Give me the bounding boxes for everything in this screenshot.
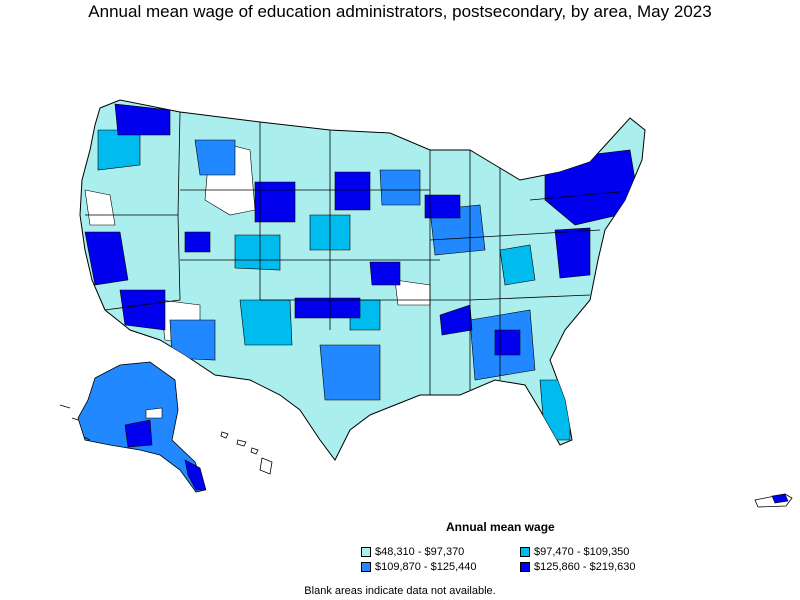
state-boundaries: [85, 111, 641, 395]
legend-title: Annual mean wage: [446, 520, 555, 534]
conus-map: [79, 99, 646, 461]
wage-area: [499, 244, 536, 286]
blank-area: [84, 189, 116, 226]
wage-area: [539, 379, 571, 441]
puerto-rico-region: [771, 493, 789, 504]
legend-label-2: $97,470 - $109,350: [534, 546, 630, 558]
area-regions: [84, 103, 641, 441]
wage-area: [294, 297, 361, 319]
legend-label-3: $109,870 - $125,440: [375, 561, 477, 573]
wage-area: [439, 304, 473, 336]
legend-swatch-2: [520, 547, 530, 557]
aleutian-islands: [59, 404, 91, 441]
wage-area: [84, 231, 129, 286]
wage-area: [169, 319, 216, 361]
wage-area: [239, 299, 293, 346]
hawaii-island: [220, 431, 229, 439]
wage-area: [379, 169, 421, 206]
legend-label-1: $48,310 - $97,370: [375, 546, 465, 558]
legend-swatch-3: [361, 562, 371, 572]
wage-area: [494, 329, 521, 356]
wage-area: [369, 261, 401, 286]
legend-item-1: $48,310 - $97,370: [361, 546, 464, 558]
wage-area: [254, 181, 296, 223]
legend-item-2: $97,470 - $109,350: [520, 546, 629, 558]
wage-area: [424, 194, 461, 219]
hawaii-island: [236, 439, 247, 447]
wage-area: [334, 171, 371, 211]
wage-area: [184, 231, 211, 253]
hawaii-island: [259, 457, 273, 475]
alaska-map: [59, 361, 207, 493]
hawaii-map: [220, 431, 273, 475]
legend-swatch-1: [361, 547, 371, 557]
blank-areas-note: Blank areas indicate data not available.: [304, 585, 496, 597]
wage-area: [234, 234, 281, 271]
alaska-region: [124, 419, 153, 448]
wage-area: [119, 289, 166, 331]
wage-area: [194, 139, 236, 176]
map-title: Annual mean wage of education administra…: [88, 2, 712, 21]
alaska-region: [145, 407, 163, 419]
wage-area: [554, 227, 591, 279]
wage-area: [319, 344, 381, 401]
legend-label-4: $125,860 - $219,630: [534, 561, 636, 573]
legend-item-4: $125,860 - $219,630: [520, 561, 636, 573]
alaska-region: [184, 459, 207, 491]
legend-item-3: $109,870 - $125,440: [361, 561, 477, 573]
hawaii-island: [250, 447, 259, 455]
wage-area: [97, 129, 141, 171]
wage-area: [114, 103, 171, 136]
puerto-rico-map: [754, 493, 793, 508]
legend-swatch-4: [520, 562, 530, 572]
